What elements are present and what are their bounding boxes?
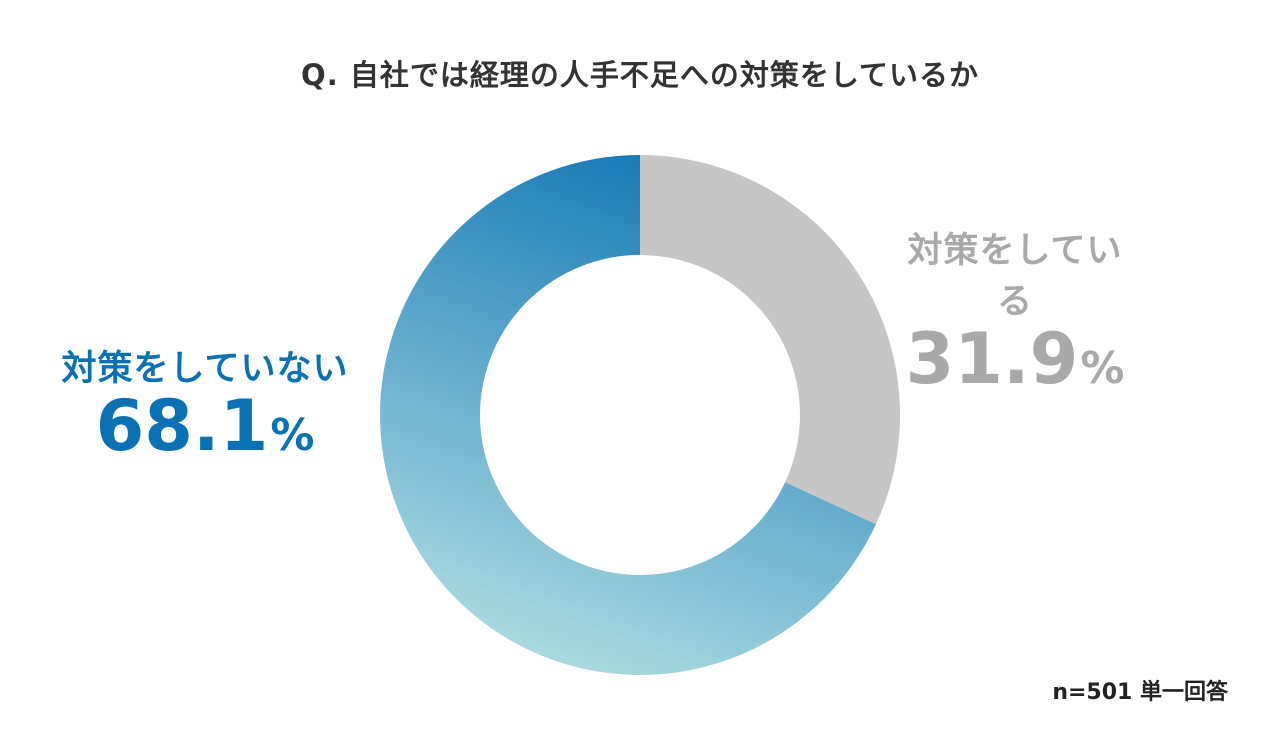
label-taking-measures: 対策をしている 31.9%	[890, 222, 1140, 394]
label-value-taking-measures: 31.9%	[890, 324, 1140, 394]
slice-taking-measures	[640, 155, 900, 525]
slice-not-taking-measures	[380, 155, 876, 675]
percent-unit: %	[1080, 343, 1125, 394]
sample-note: n=501 単一回答	[1052, 680, 1228, 705]
percent-unit: %	[270, 410, 315, 461]
percent-number: 31.9	[905, 318, 1079, 400]
label-name-not-taking-measures: 対策をしていない	[61, 349, 349, 389]
percent-number: 68.1	[95, 385, 269, 467]
label-not-taking-measures: 対策をしていない 68.1%	[60, 340, 350, 461]
chart-title: Q. 自社では経理の人手不足への対策をしているか	[301, 58, 979, 92]
label-value-not-taking-measures: 68.1%	[60, 391, 350, 461]
label-name-taking-measures: 対策をしている	[907, 231, 1123, 322]
